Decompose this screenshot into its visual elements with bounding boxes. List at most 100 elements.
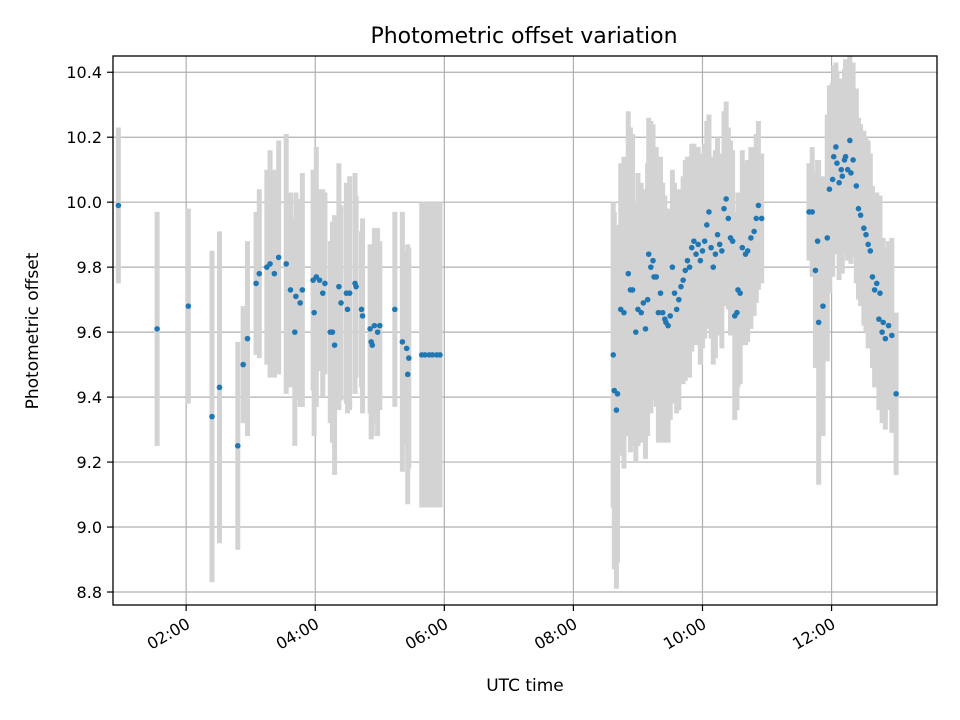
data-point-135 <box>836 179 842 186</box>
data-point-87 <box>680 277 686 283</box>
data-point-103 <box>714 231 721 238</box>
data-point-122 <box>758 215 765 222</box>
data-point-81 <box>667 313 674 319</box>
data-point-60 <box>621 309 627 316</box>
data-point-88 <box>682 267 689 274</box>
data-point-9 <box>256 270 263 277</box>
data-point-150 <box>867 248 874 254</box>
data-point-52 <box>429 352 436 358</box>
data-point-133 <box>833 144 839 150</box>
data-point-89 <box>684 257 691 264</box>
data-point-152 <box>871 287 878 293</box>
data-point-146 <box>857 212 864 218</box>
chart-title: Photometric offset variation <box>370 24 677 49</box>
data-point-151 <box>869 274 876 280</box>
data-point-28 <box>331 342 338 348</box>
data-point-106 <box>721 205 727 212</box>
data-point-47 <box>404 371 411 378</box>
y-tick-label-2: 9.2 <box>77 453 102 472</box>
y-tick-label-8: 10.4 <box>66 63 102 82</box>
data-point-24 <box>319 290 326 296</box>
data-point-71 <box>648 264 654 270</box>
data-point-132 <box>830 153 837 160</box>
y-axis-ticks: 8.8 9.0 9.2 9.4 9.6 9.8 10.0 10.2 10.4 <box>66 63 113 602</box>
x-tick-label-2: 06:00 <box>402 614 451 654</box>
data-point-95 <box>697 257 704 264</box>
data-point-149 <box>865 241 871 248</box>
y-tick-label-4: 9.6 <box>77 323 102 342</box>
data-point-46 <box>403 345 410 352</box>
data-point-58 <box>614 391 621 397</box>
data-point-66 <box>638 309 644 316</box>
data-point-67 <box>640 300 647 306</box>
data-point-94 <box>695 241 701 248</box>
data-point-112 <box>734 309 740 316</box>
data-point-158 <box>882 335 889 342</box>
data-point-16 <box>291 329 298 335</box>
data-point-63 <box>629 287 636 293</box>
data-point-44 <box>392 306 398 313</box>
data-point-139 <box>842 153 849 160</box>
data-point-96 <box>699 248 706 254</box>
data-point-1 <box>154 326 160 332</box>
data-point-0 <box>115 202 122 209</box>
data-point-13 <box>275 254 282 261</box>
data-point-117 <box>744 248 751 254</box>
data-point-136 <box>838 166 845 173</box>
data-point-42 <box>374 329 381 335</box>
data-point-69 <box>644 296 651 303</box>
data-point-126 <box>814 238 821 244</box>
data-point-107 <box>723 196 729 202</box>
data-point-153 <box>873 280 880 287</box>
data-point-80 <box>665 322 671 329</box>
data-point-37 <box>359 313 366 319</box>
data-point-74 <box>653 274 660 280</box>
data-point-18 <box>297 300 303 306</box>
data-point-33 <box>346 290 353 296</box>
data-point-25 <box>322 280 328 287</box>
data-point-14 <box>283 261 289 267</box>
data-point-145 <box>855 205 862 212</box>
data-point-144 <box>853 183 860 189</box>
data-point-148 <box>863 231 869 238</box>
data-point-101 <box>710 264 717 270</box>
data-point-128 <box>820 303 826 309</box>
y-tick-label-3: 9.4 <box>77 388 102 407</box>
data-point-91 <box>688 244 695 251</box>
data-point-57 <box>613 407 620 413</box>
data-point-147 <box>861 225 867 231</box>
y-tick-label-6: 10.0 <box>66 193 102 212</box>
y-tick-label-1: 9.0 <box>77 518 102 537</box>
data-point-93 <box>693 251 699 257</box>
data-point-3 <box>209 413 215 420</box>
data-point-55 <box>610 352 617 358</box>
data-point-5 <box>234 443 241 449</box>
data-point-120 <box>753 215 760 222</box>
data-point-27 <box>329 329 336 335</box>
data-point-15 <box>287 287 294 293</box>
y-tick-label-7: 10.2 <box>66 128 102 147</box>
data-point-154 <box>876 316 882 322</box>
data-point-72 <box>650 257 656 264</box>
data-point-17 <box>293 293 299 300</box>
data-point-125 <box>812 267 819 274</box>
data-point-105 <box>719 248 725 254</box>
data-point-75 <box>655 309 662 316</box>
data-point-61 <box>625 270 632 277</box>
data-point-12 <box>271 270 278 277</box>
data-point-159 <box>885 322 892 329</box>
data-point-32 <box>344 306 351 313</box>
data-point-19 <box>299 287 306 293</box>
x-axis-ticks: 02:00 04:00 06:00 08:00 10:00 12:00 <box>144 605 839 654</box>
data-point-41 <box>371 322 378 329</box>
data-point-92 <box>691 238 697 244</box>
y-tick-label-0: 8.8 <box>77 583 102 602</box>
data-point-85 <box>676 296 682 303</box>
data-point-100 <box>708 244 714 251</box>
data-point-68 <box>642 326 649 332</box>
data-point-137 <box>839 173 846 179</box>
data-point-141 <box>847 137 853 144</box>
data-point-115 <box>739 244 746 251</box>
data-point-84 <box>673 306 680 313</box>
